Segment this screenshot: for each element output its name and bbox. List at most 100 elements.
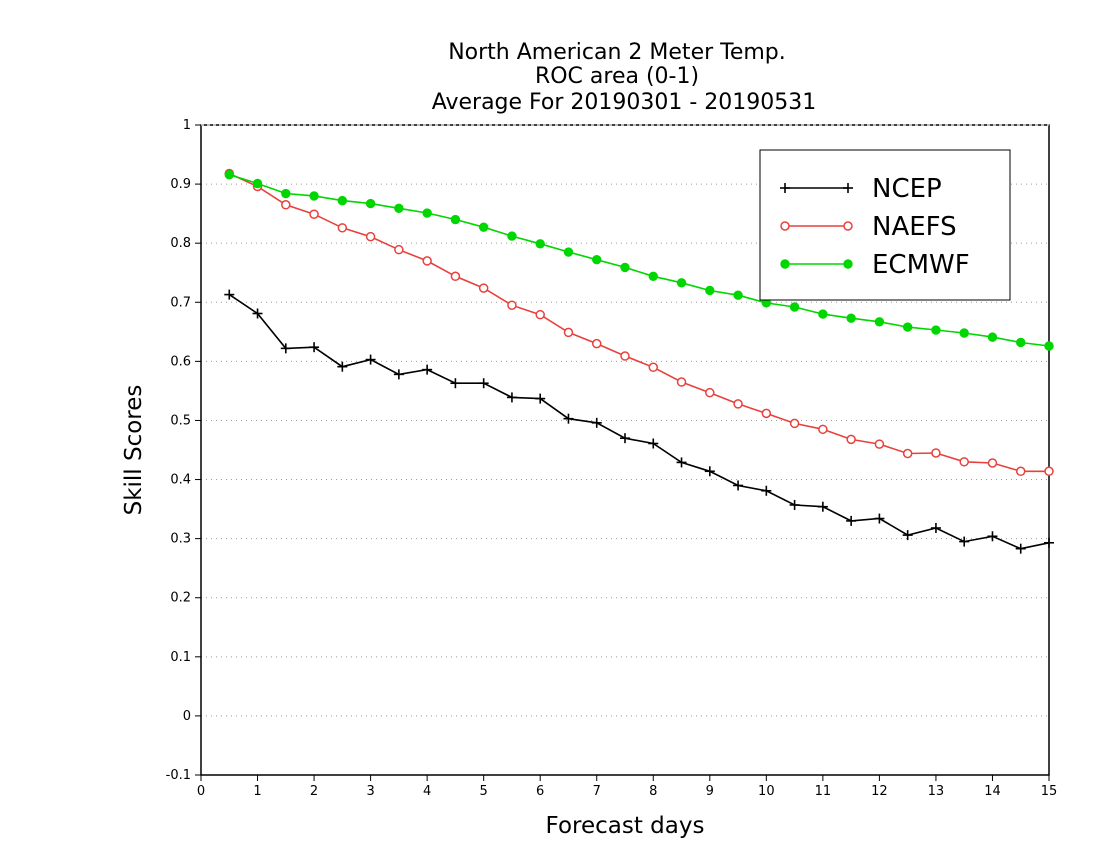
x-tick-label: 0 xyxy=(197,784,205,799)
ncep-point xyxy=(789,499,800,510)
x-tick-label: 8 xyxy=(649,784,657,799)
naefs-point xyxy=(733,399,743,409)
legend-ecmwf-point xyxy=(843,259,853,269)
y-tick-label: -0.1 xyxy=(166,768,191,783)
naefs-point xyxy=(563,327,574,338)
legend-naefs-point xyxy=(780,221,790,231)
ncep-point xyxy=(309,342,320,353)
legend-label-ncep: NCEP xyxy=(872,174,942,204)
ncep-point xyxy=(704,466,715,477)
ecmwf-point xyxy=(874,317,885,327)
y-tick-label: 0.1 xyxy=(170,650,191,665)
ncep-point xyxy=(337,361,348,372)
y-tick-label: 0.9 xyxy=(170,177,191,192)
ecmwf-point xyxy=(818,309,828,319)
chart-title-line-3: Average For 20190301 - 20190531 xyxy=(432,90,817,115)
naefs-point xyxy=(394,244,404,255)
ecmwf-point xyxy=(902,322,913,332)
ncep-point xyxy=(620,433,630,444)
ecmwf-point xyxy=(450,214,461,225)
series-line-ecmwf xyxy=(229,173,1050,347)
ecmwf-point xyxy=(309,191,319,201)
legend-label-ecmwf: ECMWF xyxy=(872,250,970,280)
ecmwf-point xyxy=(337,195,348,206)
ncep-point xyxy=(987,531,998,542)
naefs-point xyxy=(507,300,517,310)
chart-title-line-2: ROC area (0-1) xyxy=(535,64,699,89)
naefs-point xyxy=(422,256,432,266)
ecmwf-point xyxy=(592,255,602,265)
ecmwf-point xyxy=(252,178,263,189)
y-tick-label: 0.5 xyxy=(170,413,191,428)
ncep-point xyxy=(563,413,574,424)
naefs-point xyxy=(281,200,291,210)
naefs-point xyxy=(478,283,489,293)
naefs-point xyxy=(846,434,856,445)
naefs-point xyxy=(789,418,800,429)
chart-title-line-1: North American 2 Meter Temp. xyxy=(448,40,786,65)
ecmwf-point xyxy=(478,222,489,232)
ncep-point xyxy=(422,364,433,375)
naefs-point xyxy=(931,448,941,458)
plot-frame xyxy=(200,124,1050,776)
ncep-point xyxy=(874,513,885,524)
ncep-point xyxy=(959,536,970,547)
ecmwf-point xyxy=(394,203,404,214)
x-tick-label: 15 xyxy=(1041,784,1058,799)
legend-item-ncep: NCEP xyxy=(780,174,942,204)
ecmwf-point xyxy=(987,332,998,342)
ecmwf-point xyxy=(563,247,574,257)
y-tick-label: 0 xyxy=(183,709,191,724)
ncep-point xyxy=(252,308,263,319)
legend: NCEP NAEFS ECMWF xyxy=(759,149,1011,301)
naefs-point xyxy=(620,351,630,361)
x-tick-label: 2 xyxy=(310,784,318,799)
naefs-point xyxy=(535,309,545,320)
legend-ncep-point xyxy=(843,183,853,193)
naefs-point xyxy=(591,338,602,349)
ncep-point xyxy=(676,457,687,468)
ecmwf-point xyxy=(676,278,687,288)
naefs-point xyxy=(676,377,687,387)
naefs-point xyxy=(1015,466,1026,477)
y-tick-label: 0.8 xyxy=(170,236,191,251)
naefs-point xyxy=(761,408,772,419)
y-tick-label: 0.2 xyxy=(170,591,191,606)
naefs-point xyxy=(1044,466,1054,477)
x-tick-label: 4 xyxy=(423,784,431,799)
ncep-point xyxy=(902,530,913,541)
ncep-point xyxy=(1044,537,1054,548)
y-tick-label: 0.4 xyxy=(170,473,191,488)
ncep-point xyxy=(506,392,517,403)
x-tick-label: 6 xyxy=(536,784,544,799)
naefs-point xyxy=(337,223,348,233)
ncep-point xyxy=(817,501,828,512)
x-tick-label: 3 xyxy=(366,784,374,799)
ncep-point xyxy=(930,523,941,533)
legend-naefs-point xyxy=(843,221,853,231)
naefs-point xyxy=(902,448,913,459)
x-tick-label: 12 xyxy=(871,784,888,799)
y-tick-label: 0.6 xyxy=(170,354,191,369)
ecmwf-point xyxy=(365,198,376,209)
ncep-point xyxy=(393,369,404,380)
ecmwf-point xyxy=(846,313,856,323)
ecmwf-point xyxy=(733,290,743,300)
series-group xyxy=(224,168,1054,554)
x-axis-label: Forecast days xyxy=(546,813,705,839)
ecmwf-point xyxy=(789,302,800,312)
y-tick-label: 1 xyxy=(183,118,191,133)
naefs-point xyxy=(818,424,828,435)
naefs-point xyxy=(365,231,376,242)
ecmwf-point xyxy=(1016,337,1026,348)
x-tick-label: 10 xyxy=(758,784,775,799)
ncep-point xyxy=(846,515,857,526)
y-tick-label: 0.7 xyxy=(170,295,191,310)
naefs-point xyxy=(648,362,659,373)
x-tick-label: 14 xyxy=(984,784,1001,799)
naefs-point xyxy=(874,439,885,449)
ecmwf-point xyxy=(959,328,969,338)
legend-label-naefs: NAEFS xyxy=(872,212,957,242)
legend-ecmwf-point xyxy=(780,259,790,269)
